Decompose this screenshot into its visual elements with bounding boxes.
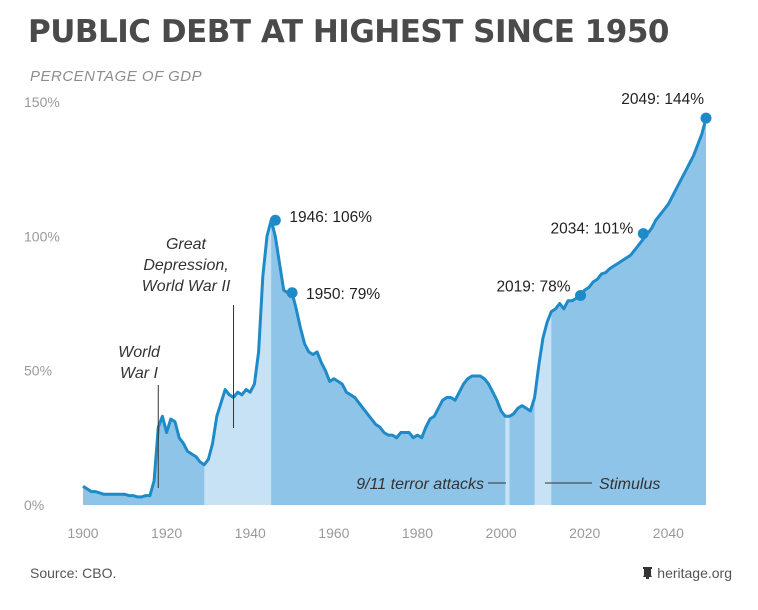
- chart-title: PUBLIC DEBT AT HIGHEST SINCE 1950: [28, 14, 669, 50]
- x-tick-label: 2040: [653, 525, 684, 541]
- annotation-label: World War II: [142, 278, 231, 295]
- annotation-label: Stimulus: [599, 476, 660, 493]
- callout-point: [575, 289, 587, 301]
- callout-label: 2034: 101%: [551, 221, 634, 238]
- source-note: Source: CBO.: [30, 565, 117, 581]
- callout-label: 2019: 78%: [496, 278, 570, 295]
- callout-label: 1950: 79%: [306, 286, 380, 303]
- x-tick-label: 2000: [486, 525, 517, 541]
- annotation-label: World: [118, 344, 161, 361]
- event-annotations: World War I Great Depression, World War II 9/…: [118, 236, 660, 493]
- callout-point: [637, 228, 649, 240]
- callout-point: [700, 112, 712, 124]
- y-axis: 0% 50% 100% 150%: [24, 94, 60, 513]
- x-axis: 1900 1920 1940 1960 1980 2000 2020 2040: [67, 525, 684, 541]
- debt-area: [83, 118, 706, 505]
- brand-label: heritage.org: [657, 565, 732, 581]
- bell-icon: [643, 567, 653, 579]
- chart-subtitle: PERCENTAGE OF GDP: [30, 68, 203, 85]
- callout-label: 1946: 106%: [289, 209, 372, 226]
- annotation-guides: [157, 305, 592, 488]
- x-tick-label: 1980: [402, 525, 433, 541]
- brand-credit[interactable]: heritage.org: [642, 565, 732, 581]
- y-tick-label: 50%: [24, 363, 52, 379]
- shaded-band: [534, 311, 552, 505]
- x-tick-label: 2020: [569, 525, 600, 541]
- x-tick-label: 1940: [235, 525, 266, 541]
- shaded-band: [204, 220, 272, 505]
- annotation-label: Depression,: [143, 257, 228, 274]
- y-tick-label: 100%: [24, 228, 60, 244]
- x-tick-label: 1900: [67, 525, 98, 541]
- y-tick-label: 0%: [24, 497, 44, 513]
- x-tick-label: 1960: [318, 525, 349, 541]
- callout-label: 2049: 144%: [621, 91, 704, 108]
- x-tick-label: 1920: [151, 525, 182, 541]
- shaded-bands: [204, 220, 552, 505]
- callout-points: 1946: 106% 1950: 79% 2019: 78% 2034: 101% 20…: [269, 91, 712, 303]
- debt-line: [82, 117, 708, 499]
- annotation-label: War I: [120, 365, 158, 382]
- annotation-label: Great: [166, 236, 207, 253]
- callout-point: [286, 287, 298, 299]
- y-tick-label: 150%: [24, 94, 60, 110]
- callout-point: [269, 214, 281, 226]
- shaded-band: [505, 416, 510, 505]
- annotation-label: 9/11 terror attacks: [356, 476, 484, 493]
